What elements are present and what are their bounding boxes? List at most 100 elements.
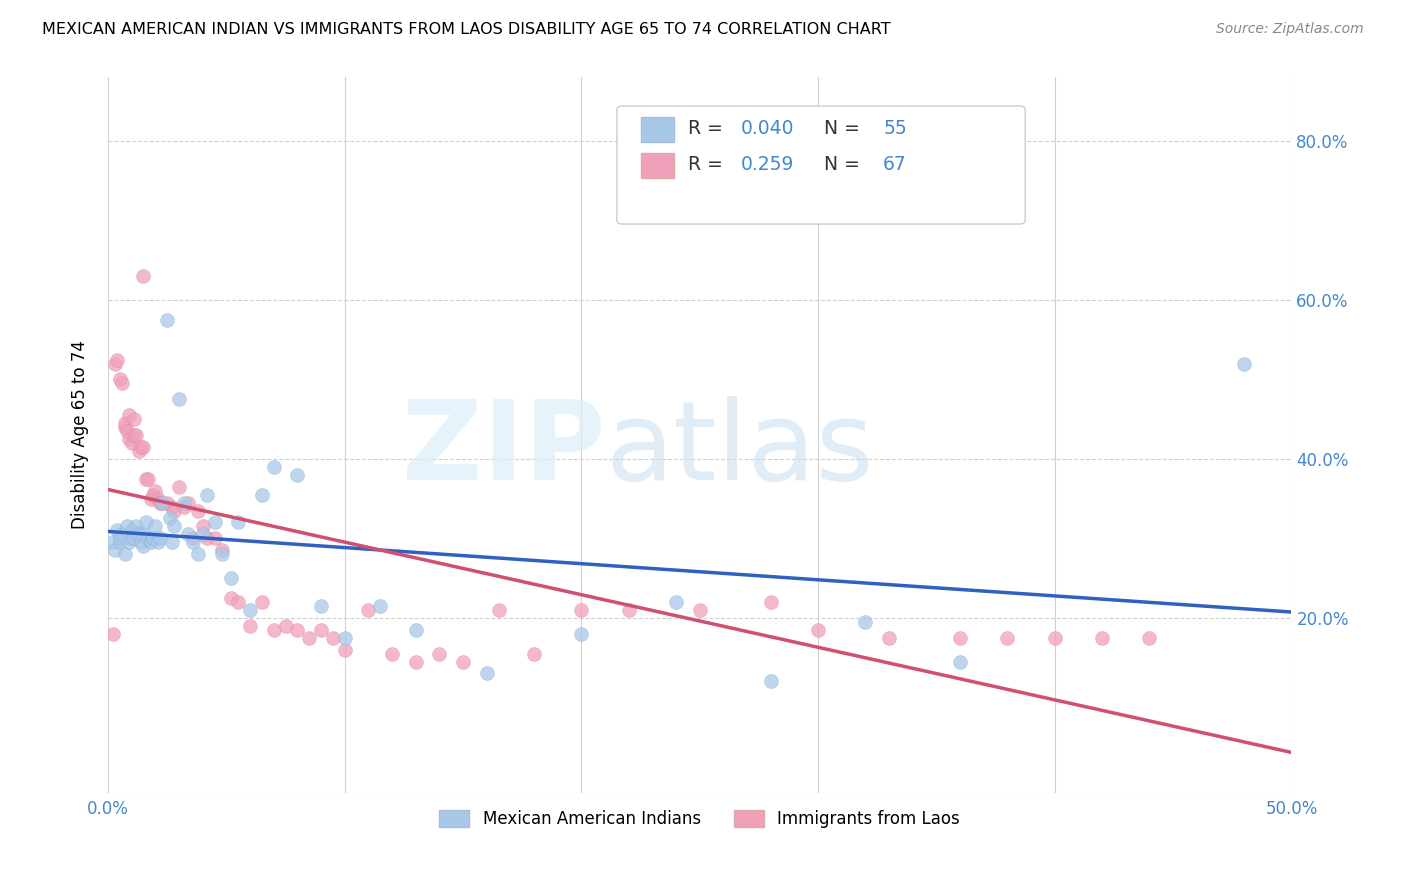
Point [149,495,172,509]
Point [1139,631,1161,645]
Point [122,532,145,546]
Point [475,666,498,681]
Point [142,532,165,546]
Point [219,591,242,605]
Point [569,626,592,640]
Point [107,352,129,367]
Point [239,619,262,633]
Point [149,532,172,546]
Point [451,655,474,669]
Point [405,623,427,637]
Point [143,483,166,498]
Point [118,535,141,549]
Point [135,472,157,486]
Point [1091,631,1114,645]
Point [114,416,136,430]
Point [163,519,186,533]
Point [163,503,186,517]
Point [759,674,782,689]
Point [118,432,141,446]
Point [211,547,233,561]
Point [136,532,159,546]
Point [104,357,127,371]
Point [357,603,380,617]
Point [143,519,166,533]
Point [118,408,141,422]
Bar [641,153,673,178]
Text: Source: ZipAtlas.com: Source: ZipAtlas.com [1216,22,1364,37]
Point [855,615,877,629]
Point [187,503,209,517]
Point [122,428,145,442]
Point [173,500,195,514]
Text: R =: R = [688,120,728,138]
Point [128,444,150,458]
Point [309,599,332,613]
Point [298,631,321,645]
Point [949,655,972,669]
Point [405,655,427,669]
Point [111,527,134,541]
Point [204,516,226,530]
Text: 0.259: 0.259 [741,155,794,174]
Point [239,603,262,617]
Point [368,599,391,613]
Point [181,532,204,546]
Point [139,535,162,549]
Point [114,547,136,561]
Point [122,412,145,426]
Text: 0.040: 0.040 [741,120,794,138]
Point [187,547,209,561]
Point [250,595,273,609]
Point [204,532,226,546]
Point [322,631,344,645]
Point [250,488,273,502]
Point [333,631,356,645]
Point [121,532,143,546]
Point [274,619,297,633]
Point [689,603,711,617]
Point [107,524,129,538]
Point [177,527,200,541]
Text: N =: N = [824,155,866,174]
Point [132,527,155,541]
Point [309,623,332,637]
Text: R =: R = [688,155,735,174]
Point [108,535,131,549]
Text: MEXICAN AMERICAN INDIAN VS IMMIGRANTS FROM LAOS DISABILITY AGE 65 TO 74 CORRELAT: MEXICAN AMERICAN INDIAN VS IMMIGRANTS FR… [42,22,891,37]
Point [181,535,204,549]
Point [381,647,404,661]
Point [115,424,138,438]
Point [263,623,285,637]
Point [173,495,195,509]
Legend: Mexican American Indians, Immigrants from Laos: Mexican American Indians, Immigrants fro… [433,803,967,834]
Point [949,631,972,645]
Point [121,524,143,538]
Point [807,623,830,637]
Point [146,535,169,549]
Point [108,372,131,386]
Point [263,459,285,474]
Point [285,467,308,482]
Text: N =: N = [824,120,866,138]
Point [211,543,233,558]
Point [101,535,124,549]
Point [156,313,179,327]
Text: ZIP: ZIP [402,396,605,503]
Point [427,647,450,661]
Point [121,436,143,450]
Point [136,472,159,486]
Point [759,595,782,609]
Point [488,603,510,617]
Point [152,495,174,509]
Point [101,626,124,640]
Point [146,491,169,506]
Point [523,647,546,661]
Point [333,642,356,657]
Bar [641,117,673,142]
Point [877,631,900,645]
Point [132,539,155,553]
FancyBboxPatch shape [617,106,1025,224]
Point [1043,631,1066,645]
Point [569,603,592,617]
